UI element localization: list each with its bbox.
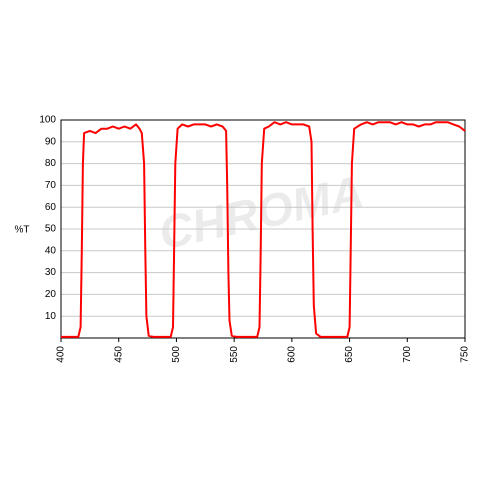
transmission-line bbox=[61, 121, 466, 338]
y-tick-label: 20 bbox=[45, 289, 57, 300]
y-tick-label: 60 bbox=[45, 202, 57, 213]
y-tick-label: 30 bbox=[45, 267, 57, 278]
y-tick-label: 90 bbox=[45, 136, 57, 147]
y-tick-label: 10 bbox=[45, 311, 57, 322]
y-axis-label: %T bbox=[15, 225, 30, 236]
x-tick-label: 550 bbox=[229, 346, 240, 363]
x-tick-label: 400 bbox=[56, 346, 67, 363]
x-tick-label: 600 bbox=[286, 346, 297, 363]
x-tick-label: 700 bbox=[402, 346, 413, 363]
x-tick-label: 750 bbox=[460, 346, 471, 363]
y-tick-label: 70 bbox=[45, 180, 57, 191]
x-tick-label: 500 bbox=[171, 346, 182, 363]
y-tick-label: 100 bbox=[39, 115, 56, 126]
x-tick-label: 450 bbox=[113, 346, 124, 363]
y-tick-label: 50 bbox=[45, 224, 57, 235]
y-tick-label: 80 bbox=[45, 158, 57, 169]
x-tick-label: 650 bbox=[344, 346, 355, 363]
plot-frame bbox=[60, 119, 466, 339]
y-tick-label: 40 bbox=[45, 245, 57, 256]
